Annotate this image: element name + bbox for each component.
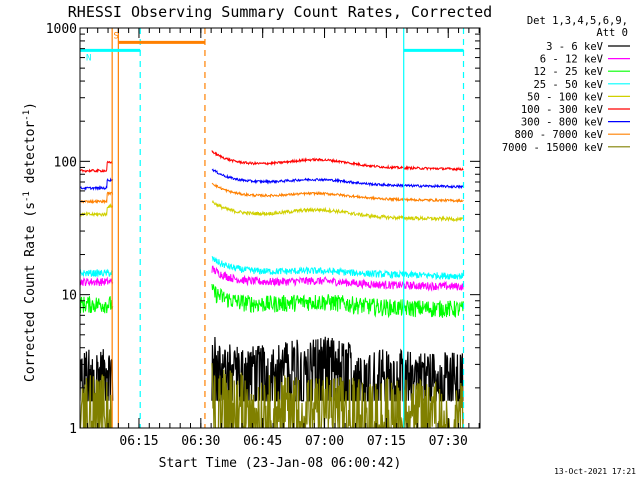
y-axis-label: Corrected Count Rate (s-1 detector-1) [22,102,38,382]
legend-label-6: 300 - 800 keV [521,117,604,129]
legend-label-7: 800 - 7000 keV [514,129,603,141]
series-7-segment-1 [211,182,464,204]
series-3 [80,255,464,281]
y-tick-label-0: 1 [69,422,77,437]
legend-label-0: 3 - 6 keV [546,41,604,53]
series-6 [80,168,464,191]
series-3-segment-0 [80,268,113,278]
x-axis-label: Start Time (23-Jan-08 06:00:42) [159,456,402,471]
y-tick-label-1: 10 [61,289,77,304]
x-tick-label-5: 07:30 [429,434,468,449]
legend-label-4: 50 - 100 keV [527,91,604,103]
series-8 [80,363,464,428]
series-5 [80,150,464,174]
x-tick-label-2: 06:45 [243,434,282,449]
series-1-segment-1 [211,265,464,292]
x-tick-label-1: 06:30 [181,434,220,449]
plot-frame [79,27,481,429]
legend-label-5: 100 - 300 keV [521,104,604,116]
y-tick-label-3: 1000 [46,22,77,37]
flag-label-1: N [86,53,91,63]
chart-title: RHESSI Observing Summary Count Rates, Co… [68,3,492,21]
legend-header-1: Att 0 [596,27,628,39]
series-2-segment-1 [211,283,464,319]
series-7 [80,182,464,205]
series-8-segment-0 [80,374,113,428]
series-8-segment-1 [211,363,464,428]
series-4-segment-1 [211,199,464,223]
legend-label-2: 12 - 25 keV [533,66,603,78]
series-6-segment-1 [211,168,464,190]
series-3-segment-1 [211,255,464,281]
series-1-segment-0 [80,276,114,287]
legend-header-0: Det 1,3,4,5,6,9, [527,15,628,27]
series-5-segment-1 [211,150,464,172]
x-tick-label-3: 07:00 [305,434,344,449]
timestamp: 13-Oct-2021 17:21 [554,467,636,476]
flag-label-0: S [113,31,118,41]
series-6-segment-0 [80,177,114,191]
series-4-segment-0 [80,202,114,218]
series-4 [80,199,464,223]
series-2-segment-0 [80,296,114,314]
y-tick-label-2: 100 [54,155,77,170]
legend-label-1: 6 - 12 keV [540,54,604,66]
series-1 [80,265,464,292]
series-5-segment-0 [80,160,113,174]
x-tick-label-4: 07:15 [367,434,406,449]
legend-label-8: 7000 - 15000 keV [502,142,604,154]
x-tick-label-0: 06:15 [119,434,158,449]
series-7-segment-0 [80,191,114,205]
legend-label-3: 25 - 50 keV [533,79,603,91]
series-2 [80,283,464,319]
